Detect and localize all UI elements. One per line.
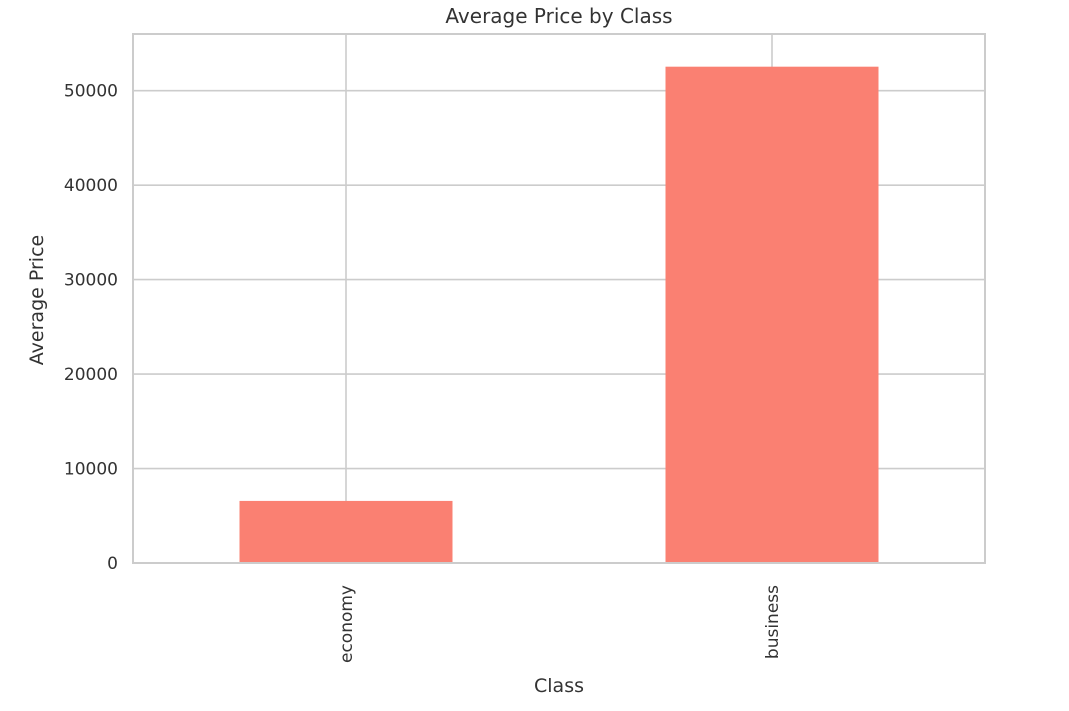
y-axis-label: Average Price [26,235,48,365]
bar-economy [239,500,453,563]
x-tick-label: business [763,585,783,659]
grid-layer [133,34,985,564]
bars-layer [239,66,879,564]
x-axis-label: Class [534,675,584,697]
y-tick-label: 10000 [64,460,118,480]
y-tick-label: 0 [107,554,118,574]
y-tick-label: 50000 [64,82,118,102]
x-tick-label: economy [337,585,357,663]
y-tick-label: 20000 [64,365,118,385]
y-tick-label: 40000 [64,176,118,196]
bar-business [665,66,879,564]
y-tick-labels: 0 10000 20000 30000 40000 50000 [64,82,118,574]
chart-title: Average Price by Class [445,4,672,28]
y-tick-label: 30000 [64,271,118,291]
x-tick-labels: economy business [337,585,783,663]
plot-frame [132,33,986,564]
